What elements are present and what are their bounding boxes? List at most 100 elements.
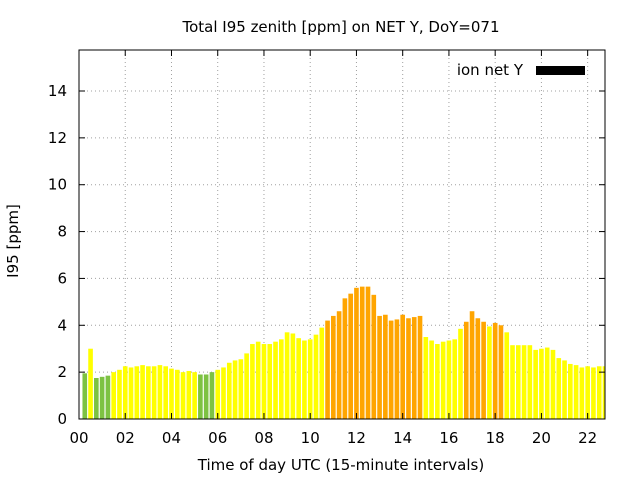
x-tick-label: 08 [254, 429, 273, 447]
bar [440, 341, 446, 419]
bar [515, 345, 521, 419]
bar [446, 340, 452, 419]
bar [163, 366, 169, 419]
x-tick-label: 14 [393, 429, 412, 447]
bar [365, 286, 371, 419]
bar [504, 332, 510, 419]
bar [411, 317, 417, 419]
bar [296, 338, 301, 419]
bar [429, 340, 434, 419]
bar [481, 321, 486, 419]
bar [313, 334, 319, 419]
bar [146, 366, 151, 419]
bar [284, 332, 290, 419]
y-tick-label: 0 [57, 410, 67, 428]
bar [568, 363, 573, 419]
bar [544, 347, 550, 419]
x-tick-label: 10 [301, 429, 320, 447]
y-axis-title: I95 [ppm] [4, 204, 22, 278]
y-tick-label: 2 [57, 363, 67, 381]
bar [99, 376, 105, 419]
x-tick-labels: 00 02 04 06 08 10 12 14 16 18 20 22 [69, 429, 597, 447]
bar [255, 341, 261, 419]
bar [435, 344, 440, 419]
bar [527, 345, 533, 419]
bar [273, 341, 278, 419]
x-tick-label: 06 [208, 429, 227, 447]
bar [331, 315, 336, 419]
bar [278, 339, 284, 419]
bar [475, 318, 481, 419]
bar [186, 370, 192, 419]
y-tick-label: 6 [57, 269, 67, 287]
bar [469, 311, 475, 419]
bar [174, 369, 180, 419]
y-tick-label: 12 [48, 129, 67, 147]
bar [336, 311, 342, 419]
bar [423, 337, 429, 419]
bar [244, 353, 249, 419]
x-tick-label: 18 [486, 429, 505, 447]
bar [261, 344, 267, 419]
bar [591, 367, 596, 419]
y-tick-label: 4 [57, 316, 67, 334]
y-tick-label: 14 [48, 82, 67, 100]
bar [82, 373, 88, 419]
x-tick-label: 22 [578, 429, 597, 447]
bar [458, 328, 463, 419]
bar [342, 298, 348, 419]
bar [400, 314, 406, 419]
bar [354, 287, 359, 419]
bars [82, 286, 605, 419]
bar [134, 366, 140, 419]
bar [209, 372, 215, 419]
bar [585, 366, 590, 419]
bar [180, 372, 186, 419]
bar [463, 321, 469, 419]
bar [533, 349, 538, 419]
bar [117, 369, 122, 419]
bar [383, 314, 388, 419]
bar [487, 326, 492, 419]
bar [226, 362, 232, 419]
bar [319, 327, 325, 419]
bar [377, 315, 382, 419]
bar [539, 348, 544, 419]
bar [556, 358, 562, 419]
x-tick-label: 04 [162, 429, 181, 447]
bar [157, 365, 163, 419]
y-tick-label: 8 [57, 223, 67, 241]
x-tick-label: 12 [347, 429, 366, 447]
bar [88, 348, 93, 419]
bar [105, 375, 111, 419]
bar [238, 359, 244, 419]
y-tick-labels: 0 2 4 6 8 10 12 14 [48, 82, 67, 428]
bar [562, 360, 567, 419]
bar [452, 339, 458, 419]
bar [573, 365, 579, 419]
y-tick-label: 10 [48, 176, 67, 194]
bar [596, 366, 602, 419]
x-axis-title: Time of day UTC (15-minute intervals) [197, 456, 484, 474]
bar [417, 315, 423, 419]
bar [221, 367, 226, 419]
bar [215, 369, 221, 419]
bar [550, 349, 556, 419]
legend-label: ion net Y [457, 61, 524, 79]
plot-frame [78, 49, 606, 420]
bar [325, 320, 330, 419]
bar [406, 318, 411, 419]
bar [169, 368, 174, 419]
bar [307, 339, 313, 419]
bar [94, 378, 99, 419]
ticks [78, 50, 605, 420]
bar [111, 372, 116, 419]
bar [250, 344, 255, 419]
bar [128, 367, 134, 419]
bar [602, 366, 605, 419]
grid [79, 50, 605, 419]
bar [198, 374, 203, 419]
bar [492, 322, 498, 419]
bar [290, 333, 296, 419]
